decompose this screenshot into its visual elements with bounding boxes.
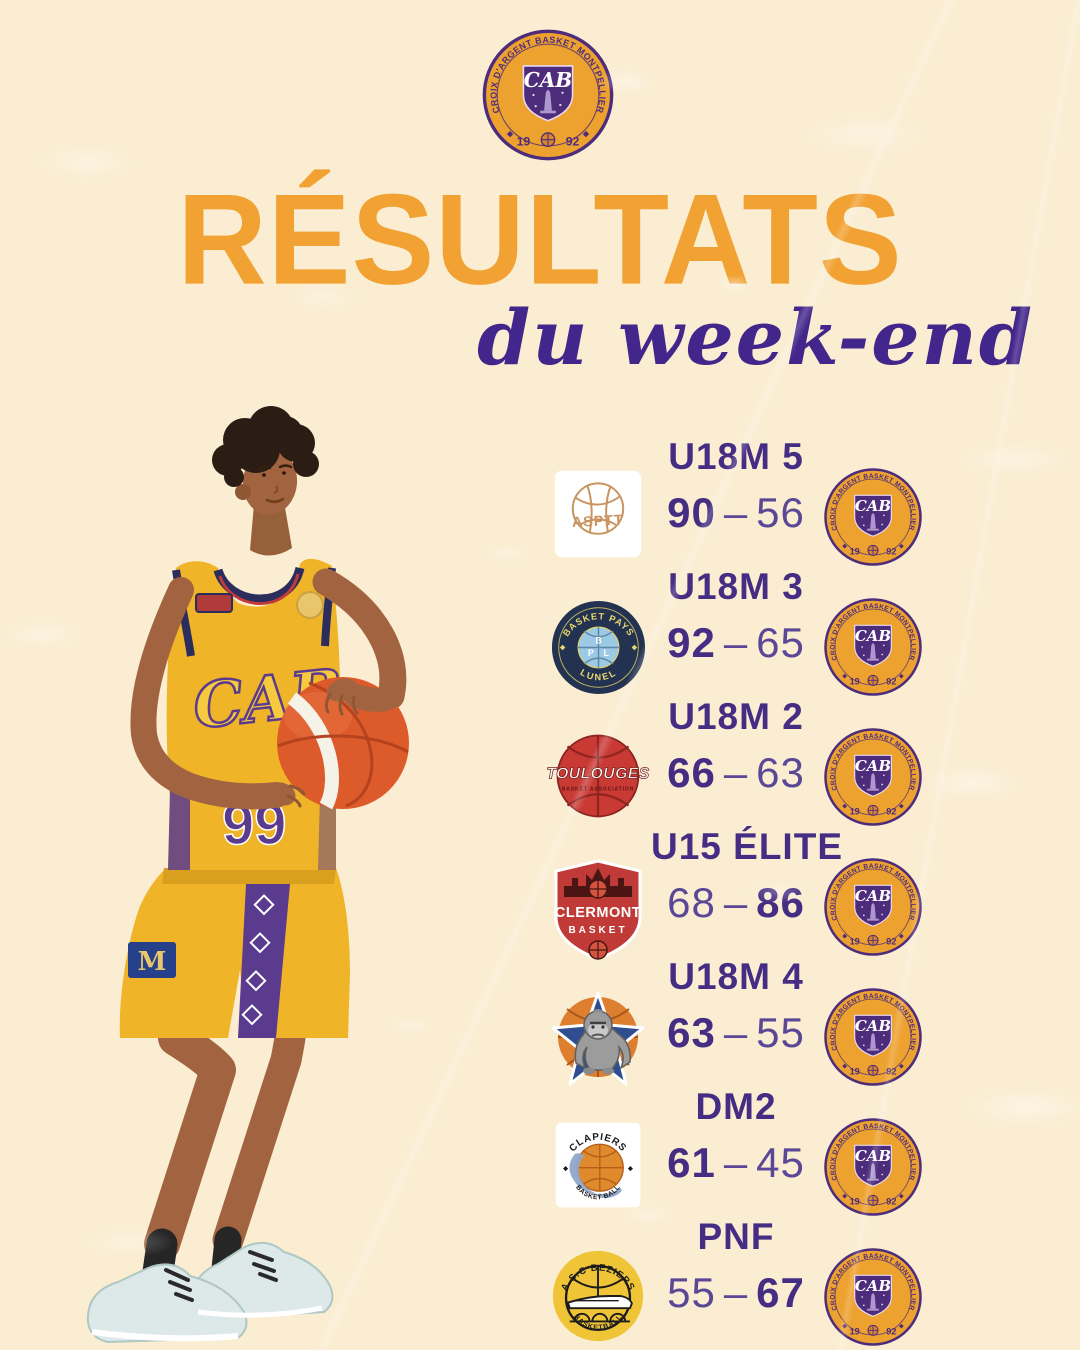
score: 66–63: [667, 749, 805, 796]
hair: [212, 406, 319, 487]
result-row-5: U18M 4 63–55: [545, 949, 925, 1079]
shorts: [119, 868, 350, 1038]
score: 61–45: [667, 1139, 805, 1186]
score: 92–65: [667, 619, 805, 666]
result-row-2: BASKET PAYS LUNEL B P L: [545, 559, 925, 689]
poster-title: RÉSULTATS: [177, 168, 903, 312]
toulouges-sub: BASKET ASSOCIATION: [562, 786, 634, 792]
result-row-6: CLAPIERS BASKET BALL DM2 61–45: [545, 1079, 925, 1209]
cab-club-logo: [821, 467, 925, 567]
category-label: U18M 3: [668, 566, 804, 607]
result-row-4: CLERMONT BASKET U15 ÉLITE 68–86: [545, 819, 925, 961]
result-row-1: ASPTT U18M 5 90–56: [545, 429, 925, 559]
player-photo: M CAB 99: [86, 406, 409, 1344]
opponent-logo-gorilla-star: [545, 989, 651, 1089]
score: 68–86: [667, 879, 805, 926]
bpl-p: P: [587, 648, 593, 658]
opponent-logo-asptt: ASPTT: [545, 469, 651, 559]
result-row-7: A.S.C BEZIERS BASKETBALL PNF 55–67: [545, 1209, 925, 1339]
result-row-3: TOULOUGES BASKET ASSOCIATION U18M 2 66–6…: [545, 689, 925, 819]
jersey-badge: [296, 591, 324, 619]
gorilla-icon: [574, 1009, 631, 1075]
poster-subtitle: du week-end: [477, 293, 1034, 382]
shorts-patch-letter: M: [138, 947, 167, 977]
category-label: PNF: [697, 1216, 775, 1257]
cab-club-logo: [821, 727, 925, 827]
clermont-name: CLERMONT: [555, 905, 641, 921]
svg-text:LUNEL: LUNEL: [578, 667, 618, 682]
bpl-l: L: [603, 648, 609, 658]
asptt-label: ASPTT: [572, 512, 624, 531]
cab-club-logo: [821, 597, 925, 697]
category-label: U18M 5: [668, 436, 804, 477]
category-label: U18M 4: [668, 956, 804, 997]
category-label: U18M 2: [668, 696, 804, 737]
score: 63–55: [667, 1009, 805, 1056]
basketball-sketch-icon: [571, 482, 625, 535]
category-label: DM2: [695, 1086, 777, 1127]
jersey-brand-patch: [195, 593, 233, 613]
cab-club-logo: [821, 1117, 925, 1217]
bpl-bottom-text: LUNEL: [578, 667, 616, 682]
results-list: ASPTT U18M 5 90–56: [545, 429, 925, 1339]
opponent-logo-clapiers: CLAPIERS BASKET BALL: [545, 1119, 651, 1211]
cab-club-logo: [821, 857, 925, 957]
category-label: U15 ÉLITE: [651, 826, 843, 867]
shorts-sponsor-patch: [128, 942, 176, 978]
bridge-arches: [569, 1312, 630, 1323]
cab-club-logo: [821, 987, 925, 1087]
bpl-b: B: [595, 636, 601, 646]
blue-swirl: [569, 1153, 600, 1196]
opponent-logo-basket-pays-lunel: BASKET PAYS LUNEL B P L: [545, 599, 651, 696]
score: 55–67: [667, 1269, 805, 1316]
cab-club-emblem: [481, 28, 615, 162]
opponent-logo-beziers: A.S.C BEZIERS BASKETBALL: [545, 1249, 651, 1343]
opponent-logo-clermont: CLERMONT BASKET: [545, 859, 651, 961]
cab-club-logo: [821, 1247, 925, 1347]
sneakers: [86, 1241, 334, 1344]
clermont-sub: BASKET: [568, 925, 627, 936]
score: 90–56: [667, 489, 805, 536]
train-icon: [566, 1295, 633, 1310]
opponent-logo-toulouges: TOULOUGES BASKET ASSOCIATION: [545, 729, 651, 823]
toulouges-name: TOULOUGES: [546, 766, 649, 783]
